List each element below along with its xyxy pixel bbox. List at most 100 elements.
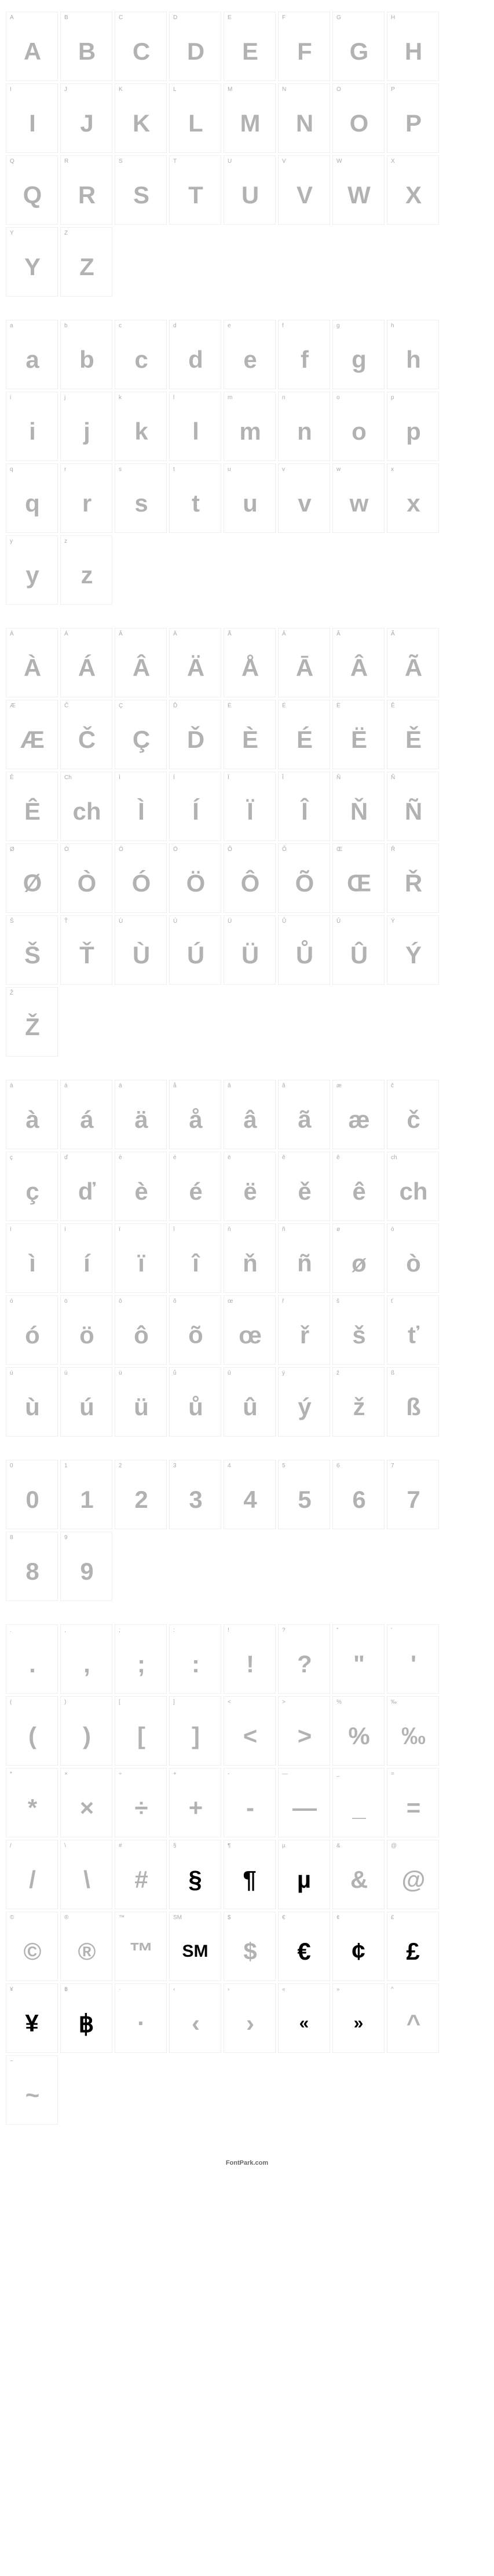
glyph-display: · — [115, 1994, 166, 2052]
glyph-cell: ™™ — [115, 1912, 167, 1981]
glyph-cell: AA — [6, 12, 58, 81]
font-chart: AABBCCDDEEFFGGHHIIJJKKLLMMNNOOPPQQRRSSTT… — [0, 0, 494, 2190]
glyph-cell: 77 — [387, 1460, 439, 1529]
glyph-cell: NN — [278, 83, 330, 153]
glyph-label: . — [6, 1625, 57, 1635]
glyph-display: ù — [6, 1378, 57, 1436]
glyph-cell: ÑÑ — [387, 772, 439, 841]
glyph-label: j — [61, 392, 112, 403]
glyph-cell: õõ — [169, 1295, 221, 1365]
glyph-label: ÷ — [115, 1769, 166, 1779]
glyph-cell: ÉÉ — [278, 700, 330, 769]
glyph-label: » — [333, 1984, 384, 1994]
glyph-cell: òò — [387, 1223, 439, 1293]
glyph-label: ï — [115, 1224, 166, 1234]
glyph-display: / — [6, 1851, 57, 1909]
glyph-cell: SS — [115, 155, 167, 225]
glyph-cell: QQ — [6, 155, 58, 225]
glyph-cell: ££ — [387, 1912, 439, 1981]
glyph-cell: aa — [6, 320, 58, 389]
glyph-cell: && — [332, 1840, 385, 1909]
glyph-display: › — [224, 1994, 275, 2052]
glyph-cell: ÔÔ — [224, 843, 276, 913]
glyph-label: â — [224, 1080, 275, 1091]
glyph-cell: ·· — [115, 1983, 167, 2053]
glyph-display: Â — [333, 639, 384, 697]
glyph-display: Ü — [224, 926, 275, 984]
glyph-display: ] — [170, 1707, 221, 1765]
glyph-cell: ŒŒ — [332, 843, 385, 913]
glyph-display: ñ — [279, 1234, 330, 1292]
glyph-display: N — [279, 94, 330, 152]
glyph-cell: ÇÇ — [115, 700, 167, 769]
glyph-display: y — [6, 546, 57, 604]
glyph-display: O — [333, 94, 384, 152]
glyph-display: k — [115, 403, 166, 461]
glyph-cell: Chch — [60, 772, 112, 841]
glyph-label: ó — [6, 1296, 57, 1306]
glyph-display: ™ — [115, 1923, 166, 1981]
glyph-label: , — [61, 1625, 112, 1635]
glyph-label: + — [170, 1769, 221, 1779]
glyph-label: d — [170, 320, 221, 331]
glyph-label: ť — [387, 1296, 438, 1306]
glyph-display: z — [61, 546, 112, 604]
glyph-display: C — [115, 23, 166, 81]
glyph-label: P — [387, 84, 438, 94]
glyph-label: ¶ — [224, 1840, 275, 1851]
glyph-label: w — [333, 464, 384, 474]
glyph-cell: ÕÕ — [278, 843, 330, 913]
glyph-display: œ — [224, 1306, 275, 1364]
glyph-cell: ìì — [6, 1223, 58, 1293]
glyph-display: B — [61, 23, 112, 81]
glyph-label: t — [170, 464, 221, 474]
glyph-display: V — [279, 166, 330, 224]
glyph-label: M — [224, 84, 275, 94]
glyph-display: 3 — [170, 1471, 221, 1529]
glyph-label: À — [6, 629, 57, 639]
glyph-display: « — [279, 1994, 330, 2052]
glyph-display: * — [6, 1779, 57, 1837]
glyph-label: O — [333, 84, 384, 94]
glyph-label: A — [6, 12, 57, 23]
glyph-display: ¶ — [224, 1851, 275, 1909]
glyph-cell: ÂÂ — [332, 628, 385, 697]
glyph-label: Â — [333, 629, 384, 639]
glyph-cell: ++ — [169, 1768, 221, 1837]
glyph-display: Í — [170, 783, 221, 841]
glyph-cell: (( — [6, 1696, 58, 1766]
glyph-cell: BB — [60, 12, 112, 81]
glyph-display: I — [6, 94, 57, 152]
glyph-label: ¥ — [6, 1984, 57, 1994]
glyph-display: Â — [115, 639, 166, 697]
glyph-display: Ť — [61, 926, 112, 984]
glyph-cell: '' — [387, 1624, 439, 1694]
glyph-display: _ — [333, 1779, 384, 1837]
glyph-display: æ — [333, 1091, 384, 1149]
glyph-display: ® — [61, 1923, 112, 1981]
glyph-display: Ô — [224, 854, 275, 912]
glyph-display: s — [115, 474, 166, 532]
glyph-label: [ — [115, 1697, 166, 1707]
glyph-display: Ó — [115, 854, 166, 912]
glyph-label: e — [224, 320, 275, 331]
glyph-display: # — [115, 1851, 166, 1909]
glyph-label: < — [224, 1697, 275, 1707]
glyph-display: b — [61, 331, 112, 389]
glyph-display: x — [387, 474, 438, 532]
glyph-cell: SMSM — [169, 1912, 221, 1981]
glyph-grid: aabbccddeeffgghhiijjkkllmmnnooppqqrrsstt… — [6, 320, 488, 605]
glyph-cell: jj — [60, 392, 112, 461]
glyph-display: f — [279, 331, 330, 389]
glyph-label: 1 — [61, 1460, 112, 1471]
glyph-display: à — [6, 1091, 57, 1149]
glyph-display: L — [170, 94, 221, 152]
glyph-display: — — [279, 1779, 330, 1837]
glyph-label: Ú — [170, 916, 221, 926]
glyph-label: É — [279, 700, 330, 711]
glyph-cell: —— — [278, 1768, 330, 1837]
glyph-label: ä — [115, 1080, 166, 1091]
glyph-display: 0 — [6, 1471, 57, 1529]
glyph-cell: íí — [60, 1223, 112, 1293]
glyph-display: Î — [279, 783, 330, 841]
